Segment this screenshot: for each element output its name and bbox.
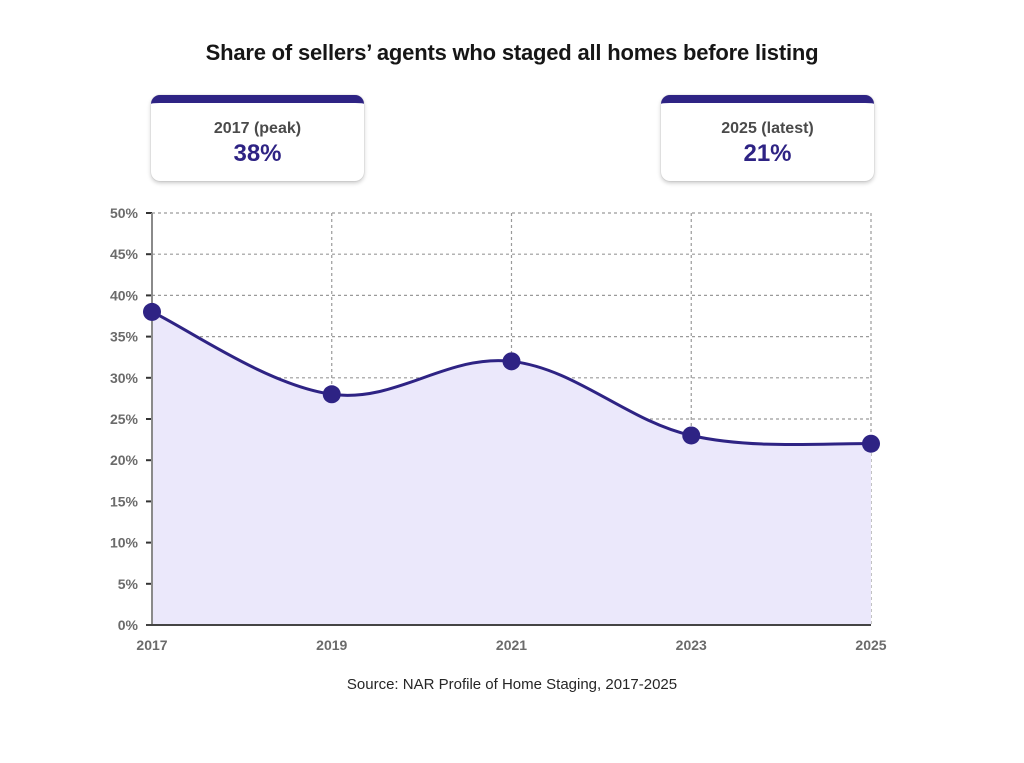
latest-callout-value: 21% bbox=[743, 140, 792, 167]
y-tick-label: 5% bbox=[118, 576, 139, 592]
y-tick-label: 25% bbox=[110, 411, 139, 427]
axes bbox=[146, 213, 871, 626]
latest-callout-card: 2025 (latest) 21% bbox=[661, 95, 874, 181]
x-tick-label: 2017 bbox=[136, 637, 167, 653]
data-points bbox=[143, 302, 880, 453]
y-tick-label: 40% bbox=[110, 287, 139, 303]
y-tick-label: 35% bbox=[110, 329, 139, 345]
x-tick-label: 2019 bbox=[316, 637, 347, 653]
x-tick-label: 2023 bbox=[676, 637, 707, 653]
data-point-marker bbox=[862, 434, 880, 453]
peak-callout-label: 2017 (peak) bbox=[213, 120, 302, 137]
x-tick-label: 2025 bbox=[855, 637, 886, 653]
latest-callout-label: 2025 (latest) bbox=[721, 120, 814, 137]
x-tick-label: 2021 bbox=[496, 637, 527, 653]
data-point-marker bbox=[322, 385, 341, 404]
data-point-marker bbox=[143, 302, 161, 321]
x-axis-labels: 2017 2019 2021 2023 2025 bbox=[136, 637, 886, 653]
data-point-marker bbox=[682, 426, 701, 445]
chart-title: Share of sellers’ agents who staged all … bbox=[205, 40, 819, 65]
data-point-marker bbox=[502, 352, 521, 371]
y-tick-label: 20% bbox=[110, 452, 139, 468]
area-fill bbox=[152, 311, 871, 625]
y-tick-label: 30% bbox=[110, 370, 139, 386]
source-note: Source: NAR Profile of Home Staging, 201… bbox=[346, 676, 678, 693]
y-tick-label: 45% bbox=[110, 246, 139, 262]
y-tick-label: 0% bbox=[118, 617, 139, 633]
peak-callout-value: 38% bbox=[233, 140, 282, 167]
y-axis-labels: 0% 5% 10% 15% 20% 25% 30% 35% 40% 45% 50% bbox=[110, 205, 139, 633]
y-tick-label: 50% bbox=[110, 205, 139, 221]
y-tick-label: 10% bbox=[110, 535, 139, 551]
y-tick-label: 15% bbox=[110, 493, 139, 509]
peak-callout-card: 2017 (peak) 38% bbox=[151, 95, 364, 181]
